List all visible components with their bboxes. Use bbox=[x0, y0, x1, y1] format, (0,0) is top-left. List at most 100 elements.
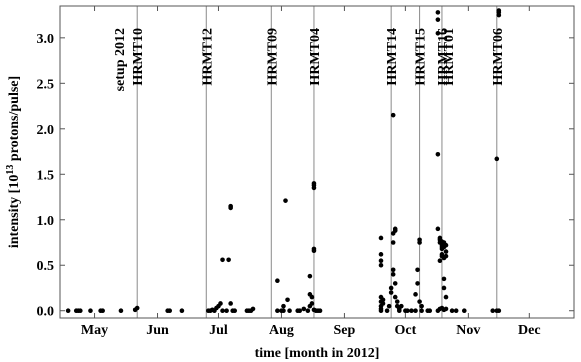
data-point bbox=[275, 278, 280, 284]
data-point bbox=[435, 30, 441, 36]
data-point bbox=[167, 308, 173, 314]
data-point bbox=[228, 301, 233, 306]
data-point bbox=[287, 308, 292, 314]
data-point bbox=[378, 258, 384, 263]
data-point bbox=[118, 308, 124, 314]
data-point bbox=[390, 240, 396, 245]
x-tick-label: Dec bbox=[518, 323, 541, 338]
data-point bbox=[378, 235, 384, 241]
y-tick-label: 3.0 bbox=[37, 32, 55, 47]
data-point bbox=[490, 308, 496, 314]
y-tick-label: 2.5 bbox=[37, 77, 55, 92]
x-tick-label: Oct bbox=[394, 323, 416, 338]
data-point bbox=[443, 253, 449, 259]
data-point bbox=[309, 301, 315, 306]
experiment-label-hrmt14: HRMT14 bbox=[385, 28, 400, 86]
data-point bbox=[413, 292, 418, 297]
data-point bbox=[250, 306, 256, 312]
experiment-label-hrmt12: HRMT12 bbox=[200, 28, 215, 86]
y-tick-label: 1.5 bbox=[37, 168, 55, 183]
y-tick-label: 0.5 bbox=[37, 259, 55, 274]
data-point bbox=[443, 306, 449, 312]
y-axis-label: intensity [1013 protons/pulse] bbox=[5, 76, 23, 248]
experiment-label-hrmt04: HRMT04 bbox=[308, 28, 323, 86]
x-axis-ticks: May Jun Jul Aug Sep Oct Nov Dec bbox=[81, 6, 541, 338]
data-point bbox=[435, 226, 441, 232]
data-point bbox=[386, 303, 392, 309]
data-point bbox=[384, 308, 390, 314]
experiment-lines bbox=[136, 6, 498, 318]
data-point bbox=[392, 294, 398, 300]
data-point bbox=[301, 306, 307, 312]
data-point bbox=[297, 308, 303, 314]
data-point bbox=[427, 308, 433, 314]
data-point bbox=[390, 272, 396, 277]
y-tick-label: 2.0 bbox=[37, 123, 55, 138]
data-point bbox=[453, 308, 459, 314]
data-point bbox=[305, 308, 311, 314]
data-point bbox=[449, 308, 455, 314]
data-point bbox=[224, 308, 229, 314]
data-point bbox=[494, 156, 500, 162]
data-point bbox=[441, 276, 447, 282]
data-point bbox=[283, 198, 288, 203]
data-point bbox=[439, 252, 445, 257]
y-axis-label-exponent: 13 bbox=[5, 165, 16, 175]
y-tick-label: 1.0 bbox=[37, 214, 55, 229]
data-point bbox=[232, 308, 238, 314]
experiment-label-setup-2012: setup 2012 bbox=[113, 28, 128, 91]
data-point bbox=[228, 203, 233, 209]
data-point bbox=[179, 308, 185, 314]
data-point bbox=[78, 308, 83, 314]
data-point bbox=[496, 308, 502, 314]
data-point bbox=[443, 242, 449, 248]
y-axis-label-suffix: protons/pulse] bbox=[7, 76, 22, 165]
experiment-label-hrmt01: HRMT01 bbox=[442, 28, 457, 86]
data-point bbox=[226, 257, 231, 263]
x-tick-label: Nov bbox=[456, 323, 480, 338]
data-point bbox=[417, 299, 422, 304]
data-point bbox=[419, 308, 424, 314]
data-point bbox=[392, 226, 398, 232]
experiment-label-hrmt09: HRMT09 bbox=[265, 28, 280, 86]
x-tick-label: May bbox=[81, 323, 108, 338]
data-point bbox=[220, 257, 225, 263]
data-point bbox=[285, 297, 290, 303]
data-point bbox=[461, 308, 467, 314]
data-point bbox=[392, 281, 398, 286]
data-point bbox=[378, 252, 384, 257]
data-point bbox=[220, 308, 225, 314]
data-point bbox=[435, 151, 441, 157]
data-point bbox=[311, 181, 317, 186]
data-point bbox=[441, 285, 447, 291]
x-tick-label: Jul bbox=[209, 323, 228, 338]
experiment-label-hrmt16: HRMT16 bbox=[436, 28, 451, 86]
experiment-label-hrmt10: HRMT10 bbox=[131, 28, 146, 86]
x-axis-label: time [month in 2012] bbox=[255, 346, 380, 361]
data-point bbox=[307, 273, 313, 279]
data-point bbox=[134, 305, 140, 311]
experiment-label-hrmt15: HRMT15 bbox=[414, 28, 429, 86]
x-tick-label: Sep bbox=[334, 323, 356, 338]
plot-frame bbox=[59, 5, 575, 319]
data-point bbox=[388, 290, 394, 295]
data-point bbox=[415, 281, 420, 286]
data-point bbox=[218, 301, 223, 306]
data-point bbox=[378, 262, 384, 268]
y-tick-label: 0.0 bbox=[37, 305, 55, 320]
data-point bbox=[100, 308, 105, 314]
data-point bbox=[388, 285, 394, 291]
data-points bbox=[65, 8, 502, 314]
data-point bbox=[65, 308, 71, 314]
data-point bbox=[380, 297, 386, 303]
data-point bbox=[443, 249, 449, 254]
data-point bbox=[281, 308, 286, 314]
data-point bbox=[496, 8, 502, 13]
data-point bbox=[437, 258, 443, 263]
data-point bbox=[413, 308, 418, 314]
y-axis-label-main: intensity [10 bbox=[7, 175, 22, 249]
data-point bbox=[390, 112, 396, 118]
data-point bbox=[405, 308, 410, 314]
